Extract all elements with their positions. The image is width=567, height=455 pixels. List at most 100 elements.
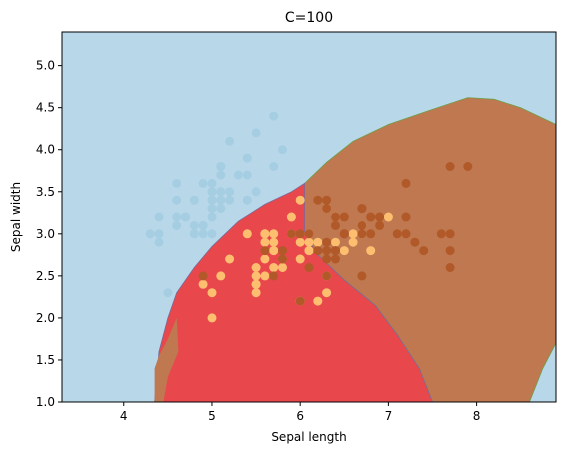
y-axis-label: Sepal width — [9, 182, 23, 252]
point-class-2-41 — [375, 220, 385, 230]
point-class-2-20 — [375, 212, 385, 222]
point-class-2-8 — [357, 271, 367, 281]
point-class-1-7 — [198, 279, 208, 289]
point-class-1-28 — [295, 237, 305, 247]
point-class-2-27 — [304, 229, 314, 239]
point-class-1-46 — [269, 237, 279, 247]
point-class-1-8 — [348, 237, 358, 247]
point-class-2-12 — [366, 229, 376, 239]
point-class-0-49 — [207, 204, 217, 214]
x-tick-label: 7 — [385, 409, 393, 423]
x-axis: 4 5 6 7 8 — [120, 402, 480, 423]
point-class-2-30 — [419, 246, 429, 256]
point-class-0-14 — [278, 145, 287, 155]
point-class-1-14 — [260, 237, 270, 247]
point-class-0-23 — [216, 204, 226, 214]
point-class-1-33 — [295, 254, 305, 264]
point-class-1-25 — [348, 229, 358, 239]
point-class-1-3 — [251, 288, 261, 298]
point-class-0-22 — [172, 178, 182, 188]
point-class-0-8 — [154, 237, 164, 247]
x-tick-label: 6 — [296, 409, 304, 423]
point-class-2-36 — [322, 195, 332, 205]
point-class-1-39 — [251, 271, 261, 281]
y-tick-label: 3.5 — [36, 185, 55, 199]
point-class-2-23 — [322, 254, 332, 264]
point-class-2-10 — [339, 212, 349, 222]
point-class-2-13 — [269, 271, 279, 281]
point-class-0-13 — [145, 229, 155, 239]
point-class-0-41 — [163, 288, 173, 298]
point-class-2-11 — [331, 254, 340, 264]
point-class-0-15 — [269, 111, 279, 121]
x-tick-label: 8 — [473, 409, 481, 423]
point-class-2-6 — [198, 271, 208, 281]
point-class-2-25 — [401, 212, 411, 222]
point-class-2-2 — [392, 229, 402, 239]
y-tick-label: 3.0 — [36, 227, 55, 241]
point-class-1-29 — [269, 263, 279, 272]
point-class-2-15 — [331, 212, 340, 222]
point-class-1-48 — [216, 271, 226, 281]
point-class-0-21 — [216, 170, 226, 180]
point-class-2-3 — [322, 237, 332, 247]
point-class-0-35 — [207, 212, 217, 222]
point-class-1-38 — [260, 229, 270, 239]
point-class-0-3 — [172, 220, 182, 230]
point-class-0-43 — [207, 187, 217, 197]
point-class-0-37 — [198, 178, 208, 188]
point-class-2-19 — [295, 296, 305, 306]
point-class-1-44 — [260, 254, 270, 264]
point-class-0-29 — [181, 212, 190, 222]
y-tick-label: 2.5 — [36, 269, 55, 283]
point-class-2-32 — [331, 246, 340, 256]
y-tick-label: 1.5 — [36, 353, 55, 367]
point-class-2-9 — [401, 178, 411, 188]
x-tick-label: 5 — [208, 409, 216, 423]
point-class-0-25 — [207, 229, 217, 239]
region-class-1 — [154, 182, 433, 402]
point-class-1-24 — [331, 237, 340, 247]
point-class-1-37 — [322, 288, 332, 298]
point-class-0-34 — [198, 220, 208, 230]
point-class-0-47 — [172, 212, 182, 222]
y-tick-label: 4.0 — [36, 143, 55, 157]
point-class-0-31 — [242, 195, 252, 205]
point-class-1-45 — [269, 229, 279, 239]
scatter-points — [145, 111, 473, 323]
x-axis-label: Sepal length — [271, 430, 346, 444]
x-tick-label: 4 — [120, 409, 128, 423]
point-class-0-27 — [225, 187, 235, 197]
point-class-2-31 — [463, 162, 473, 171]
point-class-0-38 — [154, 229, 164, 239]
point-class-2-18 — [445, 263, 455, 272]
point-class-1-23 — [304, 246, 314, 256]
point-class-1-42 — [278, 263, 287, 272]
point-class-0-28 — [225, 195, 235, 205]
point-class-0-18 — [269, 162, 279, 171]
point-class-2-45 — [357, 229, 367, 239]
point-class-0-30 — [189, 220, 199, 230]
point-class-1-49 — [269, 246, 279, 256]
point-class-0-46 — [216, 162, 226, 171]
point-class-2-44 — [357, 204, 367, 214]
point-class-2-5 — [436, 229, 446, 239]
plot-frame — [61, 31, 557, 403]
point-class-2-49 — [286, 229, 296, 239]
point-class-2-0 — [322, 204, 332, 214]
point-class-2-34 — [304, 263, 314, 272]
point-class-1-9 — [225, 254, 235, 264]
point-class-2-17 — [445, 162, 455, 171]
point-class-2-21 — [260, 246, 270, 256]
point-class-2-38 — [295, 229, 305, 239]
point-class-0-6 — [172, 195, 182, 205]
point-class-1-18 — [313, 296, 323, 306]
point-class-1-19 — [260, 271, 270, 281]
point-class-2-47 — [339, 229, 349, 239]
point-class-1-31 — [251, 279, 261, 289]
point-class-2-43 — [366, 212, 376, 222]
point-class-1-10 — [207, 313, 217, 323]
point-class-0-42 — [154, 212, 164, 222]
point-class-1-43 — [207, 288, 217, 298]
point-class-2-14 — [278, 246, 287, 256]
